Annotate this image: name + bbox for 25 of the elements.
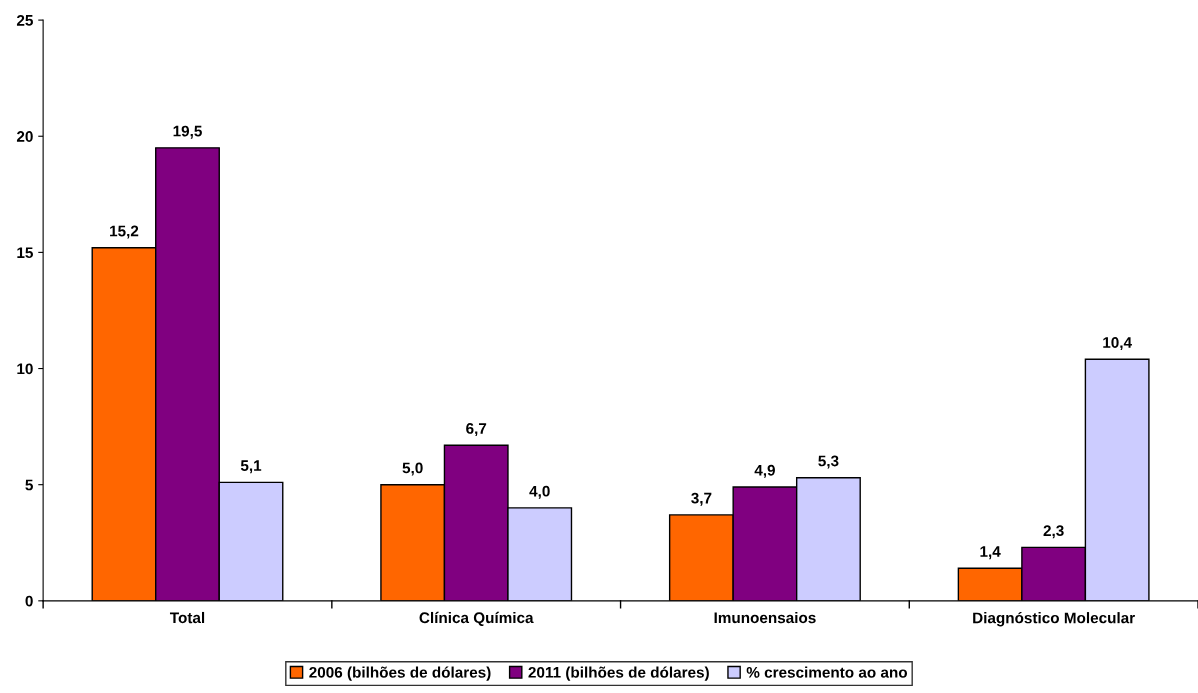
data-label: 3,7	[691, 492, 712, 506]
y-tick-label: 10	[17, 363, 33, 375]
legend-label: % crescimento ao ano	[746, 666, 908, 678]
x-tick-label: Clínica Química	[419, 611, 534, 627]
data-label: 10,4	[1103, 337, 1132, 351]
data-label: 5,3	[818, 455, 839, 469]
data-label: 1,4	[980, 546, 1001, 560]
data-label: 5,1	[240, 460, 262, 474]
x-tick-label: Imunoensaios	[714, 611, 816, 624]
legend-label: 2006 (bilhões de dólares)	[309, 666, 491, 681]
legend-label: 2011 (bilhões de dólares)	[528, 666, 709, 681]
y-tick-label: 25	[16, 14, 33, 26]
data-label: 5,0	[402, 462, 423, 476]
data-label: 6,7	[466, 423, 487, 437]
data-label: 19,5	[173, 125, 202, 139]
y-tick-label: 20	[16, 131, 33, 142]
data-label: 4,0	[529, 485, 550, 499]
x-tick-label: Total	[169, 611, 205, 624]
y-tick-label: 0	[25, 595, 33, 607]
data-label: 4,9	[754, 464, 775, 478]
data-label: 15,2	[110, 225, 139, 239]
y-tick-label: 5	[25, 479, 33, 491]
y-tick-label: 15	[17, 247, 33, 259]
x-tick-label: Diagnóstico Molecular	[973, 611, 1135, 627]
data-label: 2,3	[1043, 525, 1064, 539]
